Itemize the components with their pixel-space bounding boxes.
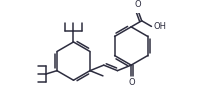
Text: OH: OH xyxy=(153,22,166,31)
Text: O: O xyxy=(135,0,141,9)
Text: O: O xyxy=(129,78,135,87)
